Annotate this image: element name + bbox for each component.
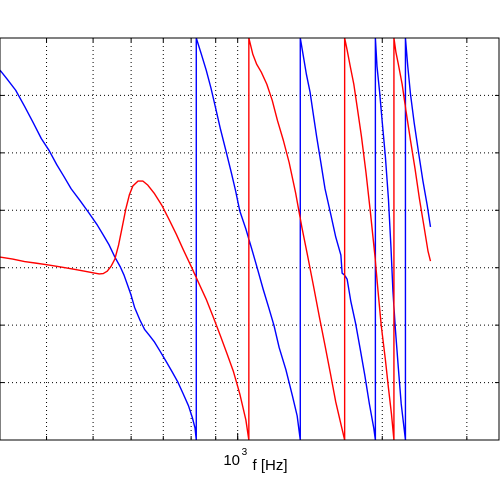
x-tick-label: 10 [223,452,240,469]
ticks: 10 3 [0,38,499,469]
series [0,38,432,440]
series-line-2 [0,38,432,440]
x-tick-label-exponent: 3 [242,447,248,458]
grid [0,38,499,440]
x-axis-label: f [Hz] [252,457,287,474]
series-line-1 [0,38,432,440]
plot-frame [0,37,500,441]
